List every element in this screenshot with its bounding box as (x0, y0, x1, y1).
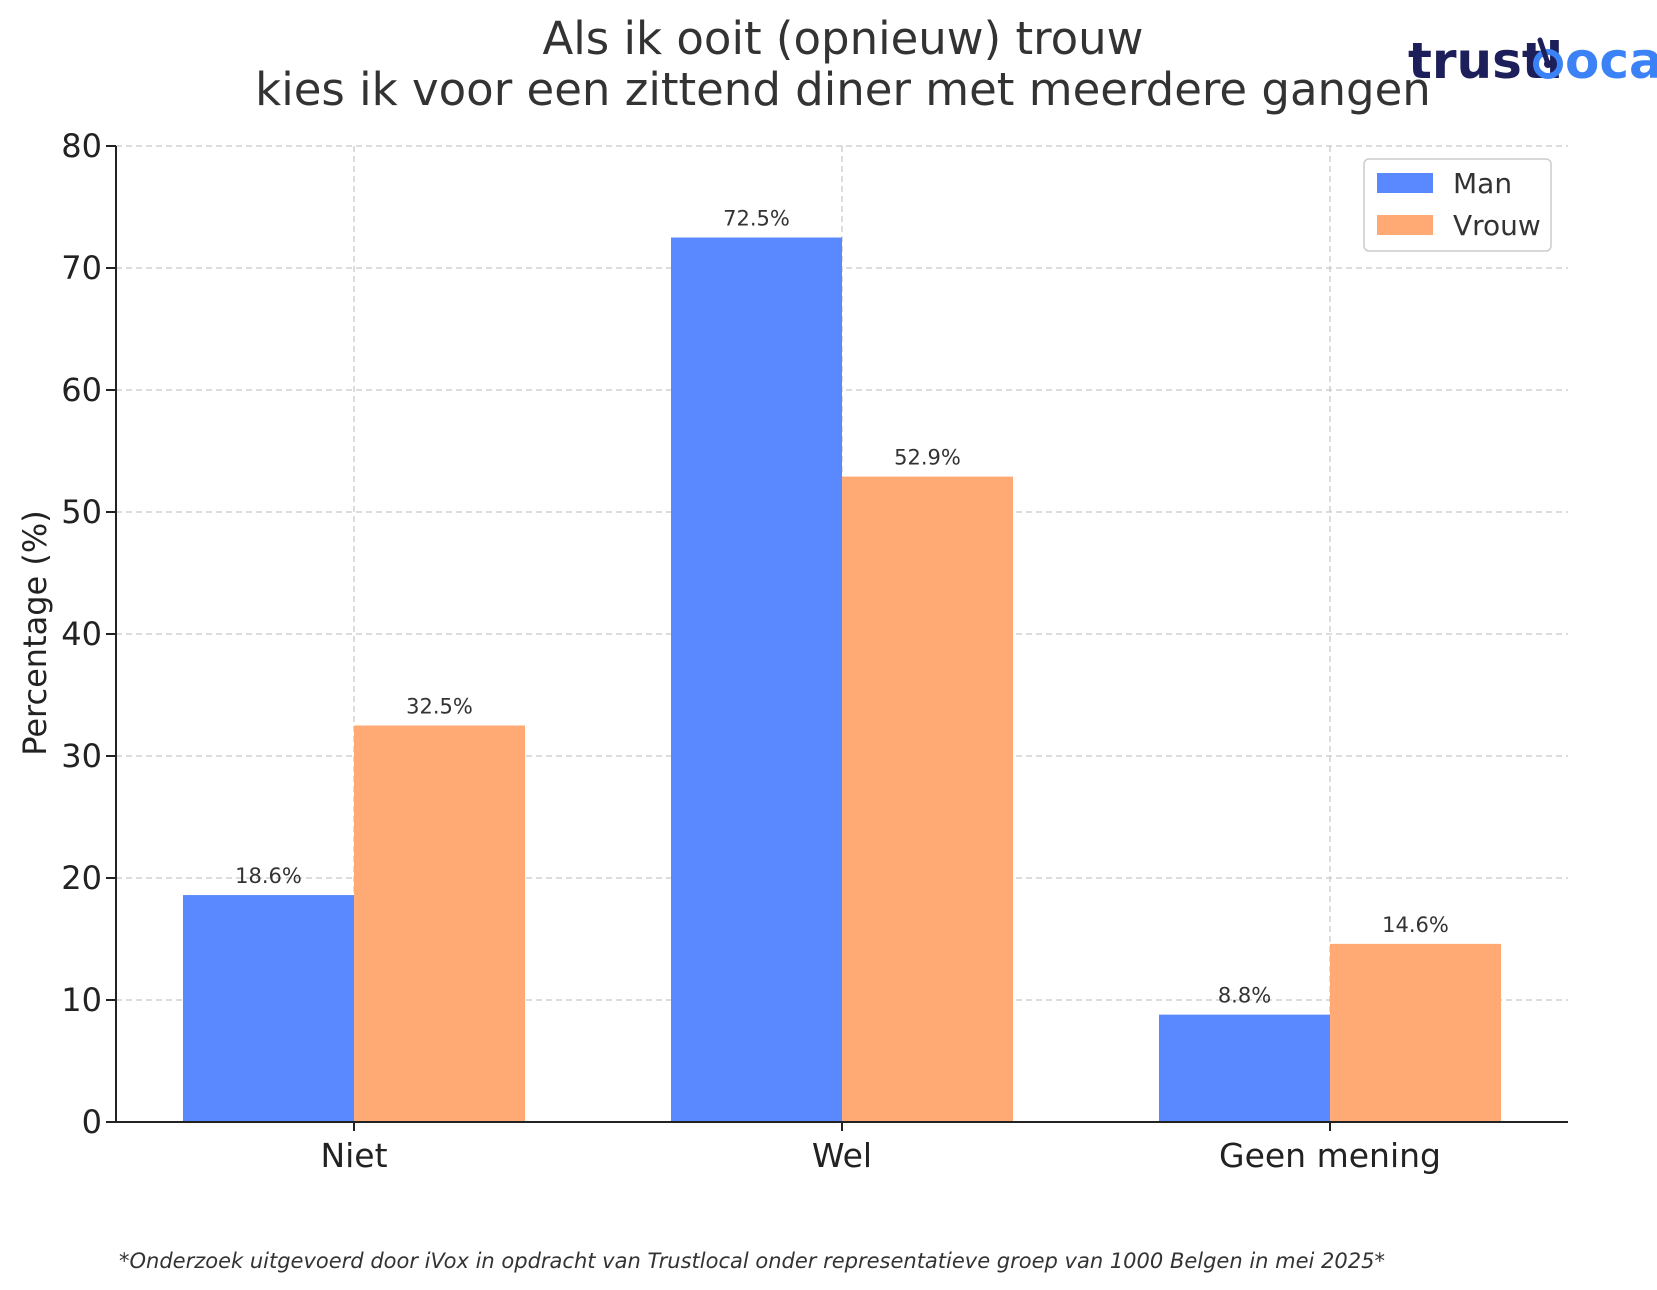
axes: 0 10 20 30 40 50 60 70 80 Niet Wel Geen mening (61, 127, 1568, 1175)
y-tick-label: 30 (61, 737, 102, 775)
y-tick-label: 0 (82, 1103, 102, 1141)
legend-label-man: Man (1453, 167, 1512, 200)
chart-title-line-2: kies ik voor een zittend diner met meerd… (255, 63, 1431, 116)
y-tick-label: 10 (61, 981, 102, 1019)
logo-target-icon (1533, 37, 1563, 79)
y-tick-label: 60 (61, 371, 102, 409)
legend-swatch-vrouw (1377, 215, 1433, 235)
bar-vrouw-0 (354, 725, 525, 1122)
bar-vrouw-2 (1330, 943, 1501, 1122)
legend: Man Vrouw (1363, 158, 1552, 252)
bar-man-2 (1159, 1014, 1330, 1122)
data-label: 32.5% (406, 695, 473, 719)
data-label: 52.9% (894, 446, 961, 470)
data-label: 8.8% (1218, 984, 1271, 1008)
chart-title-line-1: Als ik ooit (opnieuw) trouw (543, 12, 1144, 65)
y-tick-label: 50 (61, 493, 102, 531)
bar-vrouw-1 (842, 476, 1013, 1122)
x-tick-label: Geen mening (1219, 1136, 1441, 1175)
x-tick-label: Wel (812, 1136, 872, 1175)
data-label: 72.5% (723, 207, 790, 231)
bar-man-1 (671, 237, 842, 1122)
x-tick-label: Niet (320, 1136, 387, 1175)
y-axis-title: Percentage (%) (16, 510, 54, 756)
footnote: *Onderzoek uitgevoerd door iVox in opdra… (119, 1249, 1385, 1273)
bar-man-0 (183, 895, 354, 1122)
y-tick-label: 40 (61, 615, 102, 653)
trustlocal-logo: trustlocal (1408, 32, 1657, 90)
logo-wordmark: trustlocal (1408, 32, 1657, 90)
y-tick-label: 70 (61, 249, 102, 287)
value-labels: 18.6% 72.5% 8.8% 32.5% 52.9% 14.6% (235, 207, 1449, 1008)
logo-text-blue: cal (1599, 32, 1657, 90)
legend-label-vrouw: Vrouw (1453, 209, 1541, 242)
bars (183, 237, 1501, 1122)
data-label: 14.6% (1382, 913, 1449, 937)
y-tick-label: 20 (61, 859, 102, 897)
logo-o-placeholder: o (1565, 32, 1599, 90)
legend-swatch-man (1377, 173, 1433, 193)
y-tick-label: 80 (61, 127, 102, 165)
data-label: 18.6% (235, 864, 302, 888)
